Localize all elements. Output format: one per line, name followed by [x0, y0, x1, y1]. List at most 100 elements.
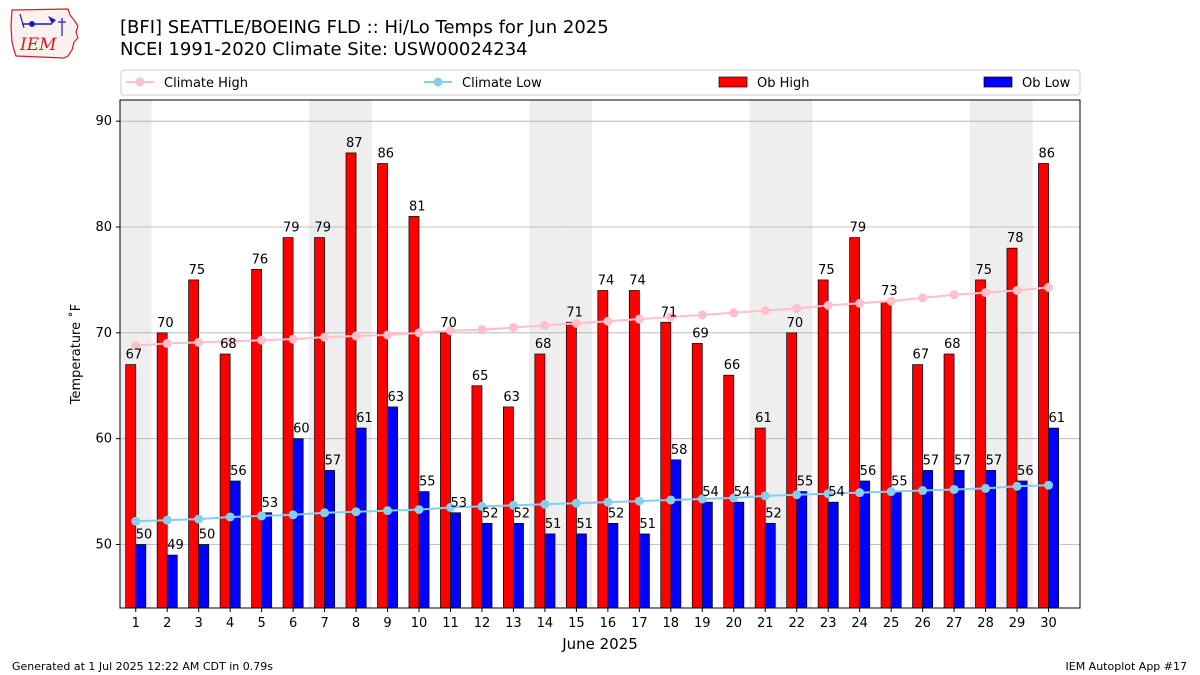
climate-low-point-15	[571, 498, 581, 508]
climate-low-point-2	[162, 515, 172, 525]
label-ob-low-6: 60	[293, 422, 310, 437]
x-tick-label-4: 4	[226, 616, 234, 631]
climate-low-point-14	[540, 499, 550, 509]
climate-low-point-4	[225, 512, 235, 522]
label-ob-low-12: 52	[482, 506, 499, 521]
label-ob-high-16: 74	[598, 274, 615, 289]
label-ob-high-3: 75	[189, 263, 206, 278]
climate-low-point-7	[320, 508, 330, 518]
y-tick-label-60: 60	[95, 432, 112, 447]
x-tick-label-13: 13	[505, 616, 522, 631]
x-tick-label-3: 3	[195, 616, 203, 631]
y-axis-ticks: 50 60 70 80 90	[95, 114, 120, 553]
climate-high-point-15	[571, 318, 581, 328]
legend-climate-low-label: Climate Low	[462, 76, 542, 91]
x-tick-label-9: 9	[383, 616, 391, 631]
bar-ob-low-11	[450, 512, 461, 609]
climate-high-point-24	[855, 298, 865, 308]
bar-ob-high-10	[408, 216, 420, 609]
label-ob-high-20: 66	[724, 358, 741, 373]
label-ob-high-21: 61	[755, 411, 772, 426]
label-ob-high-8: 87	[346, 136, 363, 151]
y-axis-label: Temperature ˚F	[68, 304, 84, 405]
climate-low-point-22	[792, 490, 802, 500]
label-ob-high-29: 78	[1007, 231, 1024, 246]
bar-ob-high-5	[251, 268, 262, 609]
climate-high-point-13	[508, 323, 518, 333]
label-ob-high-28: 75	[976, 263, 993, 278]
bar-ob-high-4	[219, 353, 231, 609]
label-ob-low-7: 57	[325, 453, 342, 468]
climate-high-point-18	[666, 312, 676, 322]
label-ob-high-19: 69	[692, 326, 709, 341]
bar-ob-low-3	[198, 544, 210, 609]
generated-timestamp: Generated at 1 Jul 2025 12:22 AM CDT in …	[12, 660, 273, 673]
label-ob-low-18: 58	[671, 443, 688, 458]
label-ob-low-25: 55	[891, 475, 908, 490]
climate-high-point-9	[383, 330, 393, 340]
climate-low-point-1	[131, 516, 141, 526]
bar-ob-low-13	[513, 522, 524, 609]
label-ob-high-25: 73	[881, 284, 898, 299]
bar-ob-low-8	[355, 427, 367, 609]
x-tick-label-20: 20	[725, 616, 742, 631]
x-tick-label-24: 24	[851, 616, 868, 631]
bars	[125, 152, 1059, 609]
climate-high-point-29	[1012, 286, 1022, 295]
bar-ob-low-20	[733, 501, 745, 609]
bar-ob-low-5	[261, 512, 273, 609]
climate-low-point-21	[760, 491, 770, 501]
bar-ob-low-30	[1048, 427, 1059, 609]
climate-high-point-19	[697, 310, 707, 320]
bar-ob-high-24	[849, 237, 861, 609]
x-tick-label-28: 28	[977, 616, 994, 631]
climate-high-point-10	[414, 328, 424, 338]
climate-low-point-18	[666, 495, 676, 505]
label-ob-high-24: 79	[850, 221, 867, 236]
climate-lines	[131, 282, 1054, 526]
label-ob-low-20: 54	[734, 485, 751, 500]
x-tick-label-12: 12	[474, 616, 491, 631]
x-tick-label-22: 22	[788, 616, 805, 631]
bar-ob-high-17	[628, 290, 640, 609]
climate-low-point-8	[351, 507, 361, 517]
bar-ob-high-22	[786, 332, 798, 609]
label-ob-low-22: 55	[797, 475, 814, 490]
label-ob-high-7: 79	[315, 221, 332, 236]
x-tick-label-18: 18	[663, 616, 680, 631]
climate-high-point-7	[320, 332, 330, 342]
x-tick-label-26: 26	[914, 616, 931, 631]
label-ob-high-9: 86	[377, 147, 394, 162]
label-ob-high-14: 68	[535, 337, 552, 352]
climate-low-point-20	[729, 493, 739, 503]
label-ob-high-12: 65	[472, 369, 489, 384]
bar-ob-low-1	[135, 544, 147, 609]
climate-high-point-5	[257, 335, 267, 345]
bar-ob-low-21	[764, 522, 776, 609]
climate-low-point-28	[981, 483, 991, 493]
bar-ob-low-16	[607, 522, 619, 609]
legend-ob-high-swatch	[718, 76, 748, 88]
label-ob-low-28: 57	[986, 453, 1003, 468]
bar-ob-high-25	[880, 300, 892, 609]
label-ob-low-15: 51	[576, 517, 593, 532]
climate-high-point-25	[886, 296, 896, 306]
climate-high-point-22	[792, 303, 802, 313]
label-ob-low-27: 57	[954, 453, 971, 468]
bar-ob-high-2	[156, 332, 168, 609]
x-tick-label-10: 10	[411, 616, 428, 631]
legend-ob-high-label: Ob High	[757, 76, 810, 91]
label-ob-high-30: 86	[1038, 147, 1055, 162]
x-tick-label-25: 25	[883, 616, 900, 631]
label-ob-high-5: 76	[252, 252, 269, 267]
legend-ob-low-label: Ob Low	[1022, 76, 1071, 91]
label-ob-low-1: 50	[136, 528, 153, 543]
climate-low-point-25	[886, 487, 896, 497]
bar-ob-high-18	[660, 321, 672, 609]
label-ob-high-13: 63	[503, 390, 520, 405]
chart-title: [BFI] SEATTLE/BOEING FLD :: Hi/Lo Temps …	[120, 17, 609, 38]
climate-low-point-9	[383, 506, 393, 516]
climate-high-point-20	[729, 308, 739, 318]
x-tick-label-27: 27	[946, 616, 963, 631]
climate-low-point-26	[918, 486, 928, 496]
